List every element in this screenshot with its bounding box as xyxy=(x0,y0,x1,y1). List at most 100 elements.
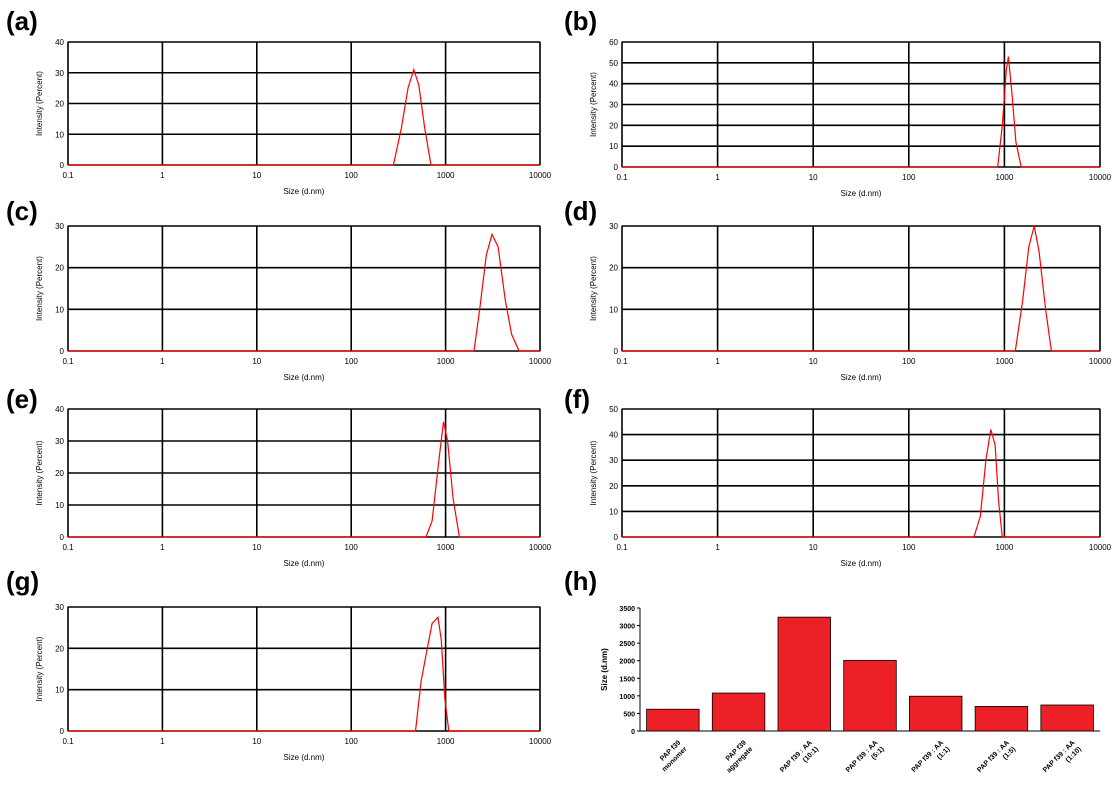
distribution-trace-d xyxy=(622,225,1100,352)
x-tick-label-a: 10000 xyxy=(529,171,552,180)
y-tick-label-g: 20 xyxy=(55,644,64,653)
x-tick-label-b: 100 xyxy=(902,173,916,182)
y-tick-label-f: 0 xyxy=(614,533,619,542)
y-tick-label-h: 2000 xyxy=(619,659,635,666)
y-tick-label-b: 40 xyxy=(609,80,618,89)
y-axis-label-f: Intensity (Percent) xyxy=(589,440,598,505)
x-tick-label-b: 0.1 xyxy=(616,173,628,182)
distribution-trace-e xyxy=(68,421,540,538)
bar xyxy=(711,692,766,732)
y-tick-label-h: 3000 xyxy=(619,624,635,631)
y-tick-label-g: 30 xyxy=(55,603,64,612)
distribution-trace-a xyxy=(68,67,540,166)
y-tick-label-a: 10 xyxy=(55,130,64,139)
category-label: PAP f39 : AA(10:1) xyxy=(779,739,820,780)
panel-label-f: (f) xyxy=(564,384,590,414)
x-tick-label-d: 100 xyxy=(902,357,916,366)
bar xyxy=(909,695,963,732)
y-tick-label-h: 2500 xyxy=(619,641,635,648)
y-tick-label-f: 50 xyxy=(609,405,618,414)
y-tick-label-h: 1000 xyxy=(619,694,635,701)
y-axis-label-h: Size (d.nm) xyxy=(600,648,609,691)
x-tick-label-c: 1 xyxy=(160,357,165,366)
x-tick-label-b: 1 xyxy=(715,173,720,182)
x-tick-label-b: 10 xyxy=(809,173,818,182)
y-tick-label-c: 30 xyxy=(55,222,64,231)
y-tick-label-h: 1500 xyxy=(619,676,635,683)
y-axis-label-d: Intensity (Percent) xyxy=(589,256,598,321)
y-tick-label-a: 0 xyxy=(60,161,65,170)
y-tick-label-e: 40 xyxy=(55,405,64,414)
category-label: PAP f39 : AA(1:5) xyxy=(976,739,1017,780)
y-axis-label-b: Intensity (Percent) xyxy=(589,72,598,137)
x-tick-label-g: 0.1 xyxy=(62,737,74,746)
x-tick-label-b: 1000 xyxy=(996,173,1014,182)
panel-label-g: (g) xyxy=(6,566,40,596)
bar xyxy=(974,706,1029,732)
x-tick-label-a: 10 xyxy=(252,171,261,180)
category-label: PAP f39 : AA(1:10) xyxy=(1042,739,1083,780)
category-label: PAP f39 : AA(1:1) xyxy=(911,739,952,780)
y-tick-label-f: 30 xyxy=(609,456,618,465)
x-tick-label-f: 10 xyxy=(809,543,818,552)
y-tick-label-b: 60 xyxy=(609,38,618,47)
y-tick-label-h: 500 xyxy=(623,711,635,718)
x-tick-label-f: 100 xyxy=(902,543,916,552)
x-tick-label-g: 100 xyxy=(345,737,359,746)
x-tick-label-d: 1000 xyxy=(996,357,1014,366)
y-axis-label-e: Intensity (Percent) xyxy=(35,440,44,505)
x-tick-label-a: 0.1 xyxy=(62,171,74,180)
x-tick-label-f: 1 xyxy=(715,543,720,552)
x-tick-label-c: 100 xyxy=(345,357,359,366)
x-tick-label-b: 10000 xyxy=(1089,173,1112,182)
x-tick-label-c: 1000 xyxy=(437,357,455,366)
y-tick-label-h: 0 xyxy=(631,729,635,736)
x-tick-label-d: 10000 xyxy=(1089,357,1112,366)
panel-label-e: (e) xyxy=(6,384,38,414)
x-tick-label-e: 1 xyxy=(160,543,165,552)
y-axis-label-a: Intensity (Percent) xyxy=(35,71,44,136)
x-axis-label-a: Size (d.nm) xyxy=(284,187,325,196)
x-axis-label-b: Size (d.nm) xyxy=(841,189,882,198)
y-tick-label-d: 10 xyxy=(609,305,618,314)
x-tick-label-a: 100 xyxy=(345,171,359,180)
distribution-trace-f xyxy=(622,429,1100,538)
bar xyxy=(843,659,897,732)
y-tick-label-d: 20 xyxy=(609,264,618,273)
y-tick-label-e: 10 xyxy=(55,501,64,510)
y-tick-label-b: 0 xyxy=(614,163,619,172)
y-tick-label-c: 0 xyxy=(60,347,65,356)
x-axis-label-c: Size (d.nm) xyxy=(284,373,325,382)
y-tick-label-a: 20 xyxy=(55,100,64,109)
y-tick-label-f: 10 xyxy=(609,507,618,516)
y-tick-label-g: 10 xyxy=(55,686,64,695)
y-tick-label-d: 30 xyxy=(609,222,618,231)
x-tick-label-c: 0.1 xyxy=(62,357,74,366)
y-tick-label-f: 20 xyxy=(609,482,618,491)
plot-frame-f xyxy=(621,408,1101,538)
x-tick-label-e: 10000 xyxy=(529,543,552,552)
x-tick-label-f: 1000 xyxy=(996,543,1014,552)
y-tick-label-a: 40 xyxy=(55,38,64,47)
y-axis-label-g: Intensity (Percent) xyxy=(35,636,44,701)
y-tick-label-b: 10 xyxy=(609,142,618,151)
x-tick-label-f: 0.1 xyxy=(616,543,628,552)
x-tick-label-d: 0.1 xyxy=(616,357,628,366)
plot-frame-d xyxy=(621,225,1101,352)
panel-label-h: (h) xyxy=(564,566,598,596)
bar xyxy=(1040,704,1094,732)
y-tick-label-b: 20 xyxy=(609,121,618,130)
plot-frame-c xyxy=(67,225,541,352)
y-axis-label-c: Intensity (Percent) xyxy=(35,256,44,321)
x-tick-label-e: 100 xyxy=(345,543,359,552)
x-tick-label-g: 1 xyxy=(160,737,165,746)
x-axis-label-g: Size (d.nm) xyxy=(284,753,325,762)
distribution-trace-c xyxy=(68,232,540,352)
y-tick-label-e: 0 xyxy=(60,533,65,542)
y-tick-label-g: 0 xyxy=(60,727,65,736)
distribution-trace-g xyxy=(68,615,540,732)
x-axis-label-f: Size (d.nm) xyxy=(841,559,882,568)
x-tick-label-e: 0.1 xyxy=(62,543,74,552)
x-tick-label-g: 1000 xyxy=(437,737,455,746)
